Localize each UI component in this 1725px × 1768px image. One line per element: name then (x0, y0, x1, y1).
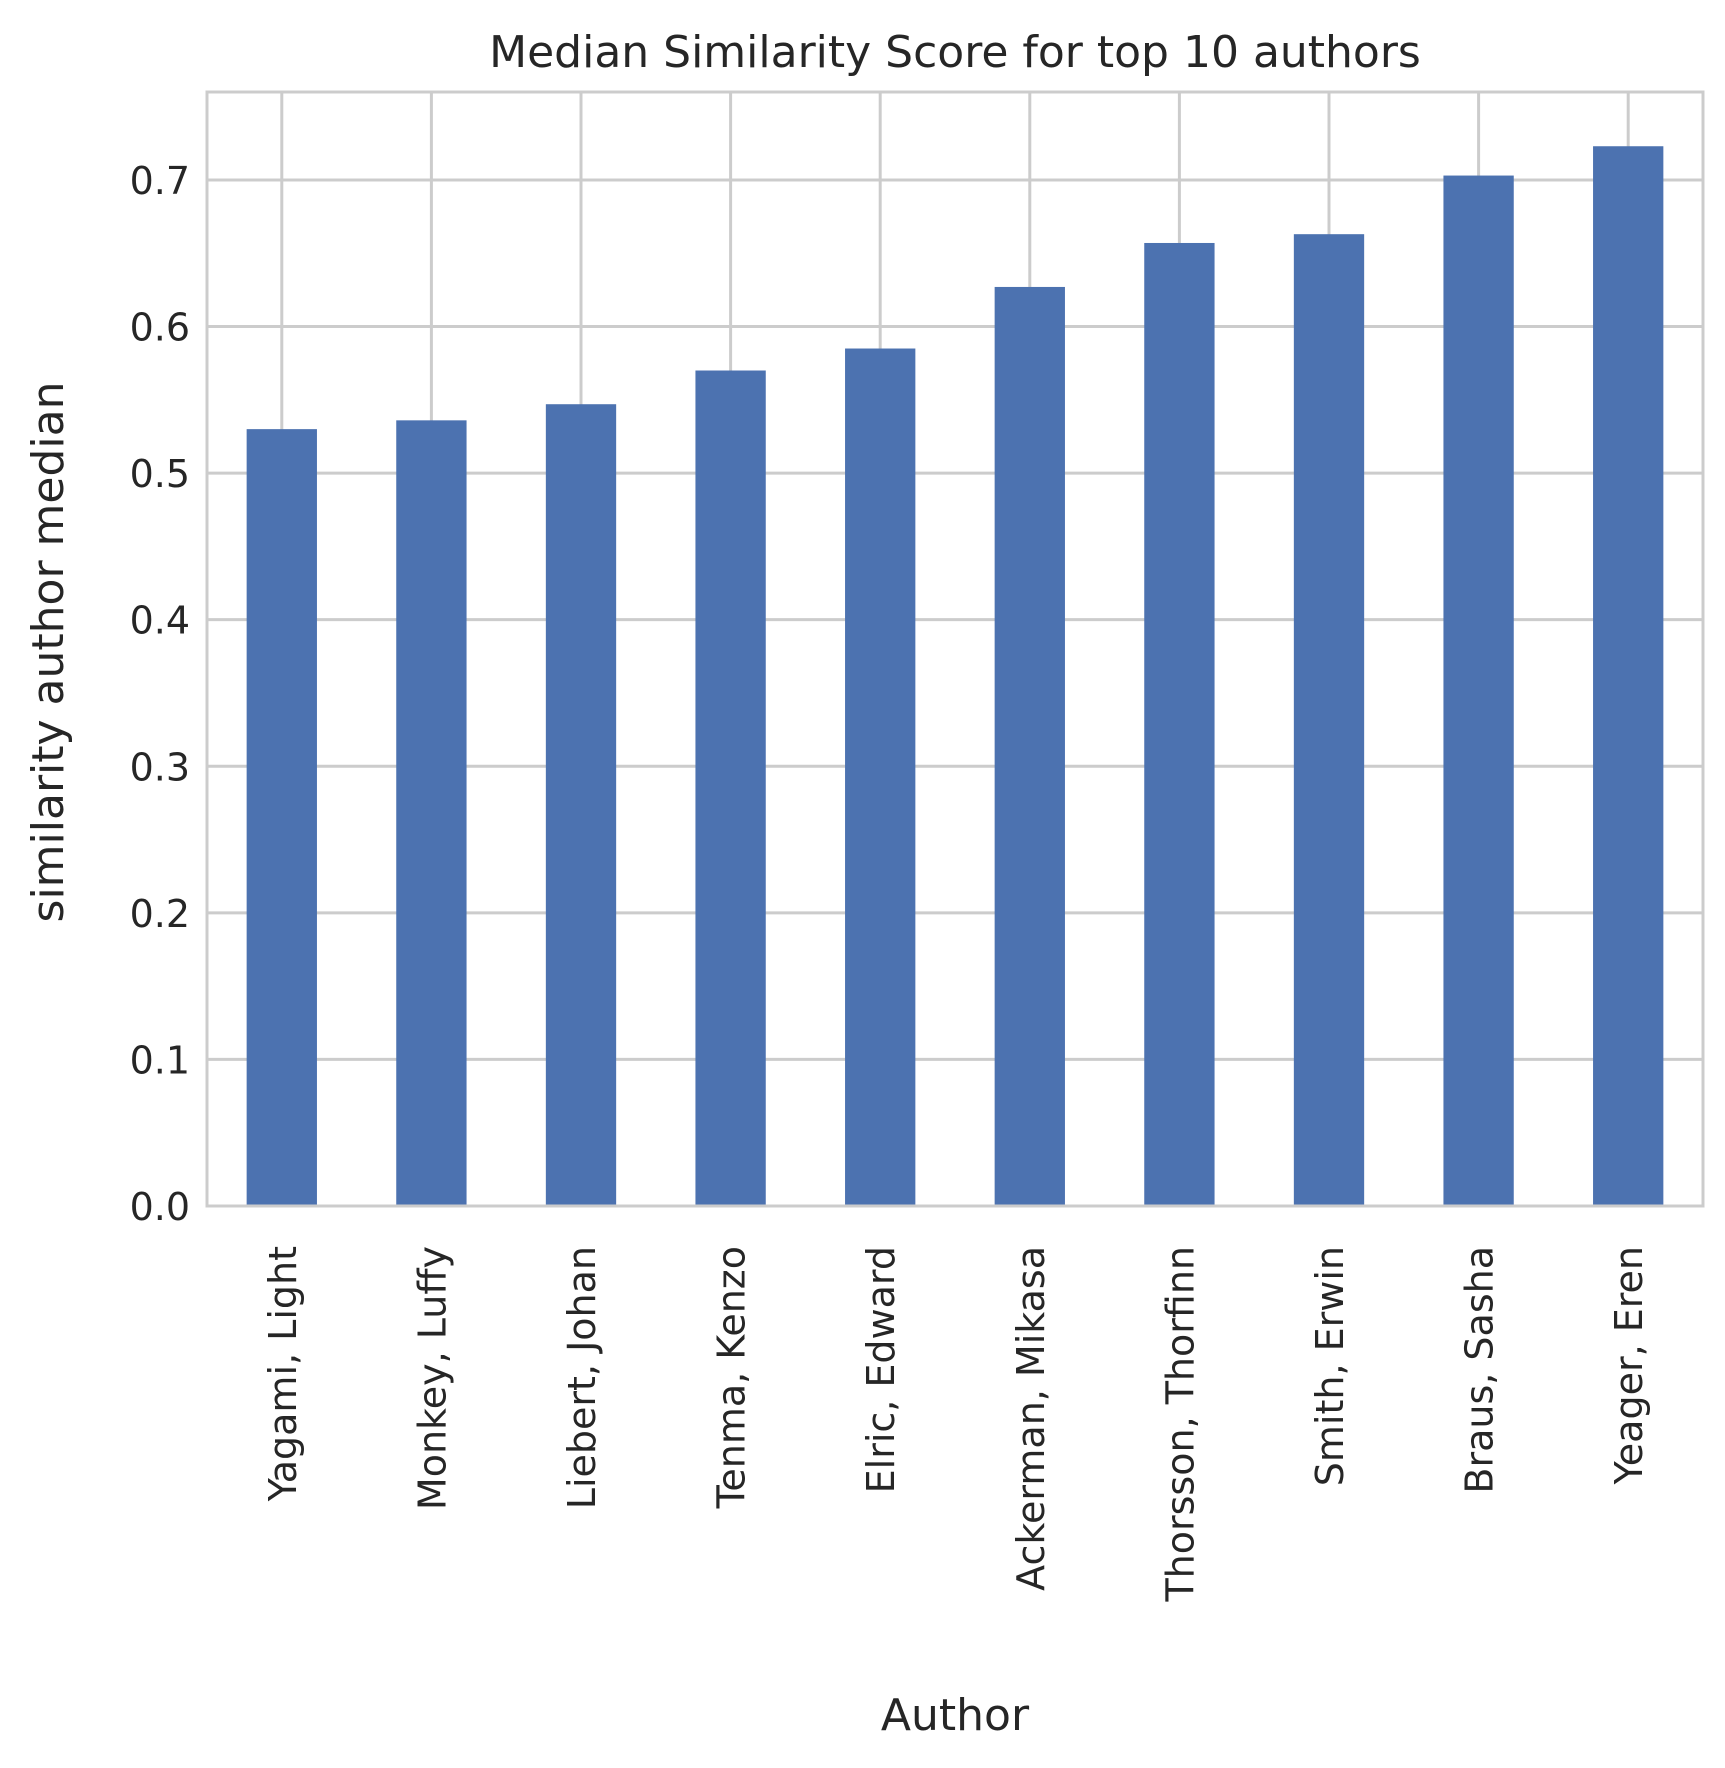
x-tick-label: Yeager, Eren (1607, 1246, 1651, 1485)
x-tick-label: Monkey, Luffy (410, 1246, 454, 1510)
bar (396, 420, 467, 1206)
bar (1144, 242, 1215, 1206)
x-tick-label: Braus, Sasha (1458, 1246, 1502, 1494)
y-tick-label: 0.7 (130, 159, 190, 203)
x-tick-labels: Yagami, Light Monkey, Luffy Liebert, Johan… (261, 1246, 1651, 1603)
x-axis-label: Author (881, 1690, 1030, 1741)
x-tick-label: Yagami, Light (261, 1246, 305, 1502)
x-tick-label: Elric, Edward (859, 1246, 903, 1493)
chart-title: Median Similarity Score for top 10 autho… (489, 27, 1421, 78)
bar (545, 404, 617, 1207)
bar (845, 348, 916, 1206)
x-tick-label: Thorsson, Thorfinn (1158, 1246, 1202, 1603)
x-tick-label: Tenma, Kenzo (710, 1246, 754, 1509)
x-tick-label: Liebert, Johan (560, 1246, 604, 1509)
y-tick-label: 0.3 (130, 745, 190, 789)
x-tick-label: Ackerman, Mikasa (1009, 1246, 1053, 1591)
y-axis-label: similarity author median (23, 382, 74, 923)
y-tick-label: 0.5 (130, 452, 190, 496)
bar (1593, 146, 1664, 1206)
bar (1293, 234, 1365, 1206)
x-tick-label: Smith, Erwin (1308, 1246, 1352, 1486)
plot-frame (205, 90, 1705, 1208)
y-tick-label: 0.1 (130, 1038, 190, 1082)
y-tick-label: 0.0 (130, 1185, 190, 1229)
bar (695, 370, 766, 1206)
spine-layer (205, 90, 1705, 1208)
y-tick-label: 0.6 (130, 306, 190, 350)
bar-layer (246, 146, 1664, 1207)
y-tick-label: 0.4 (130, 599, 190, 643)
y-tick-labels: 0.0 0.1 0.2 0.3 0.4 0.5 0.6 0.7 (130, 159, 190, 1229)
bar (1443, 175, 1514, 1206)
y-tick-label: 0.2 (130, 892, 190, 936)
bar (246, 429, 317, 1206)
bar (994, 286, 1065, 1206)
